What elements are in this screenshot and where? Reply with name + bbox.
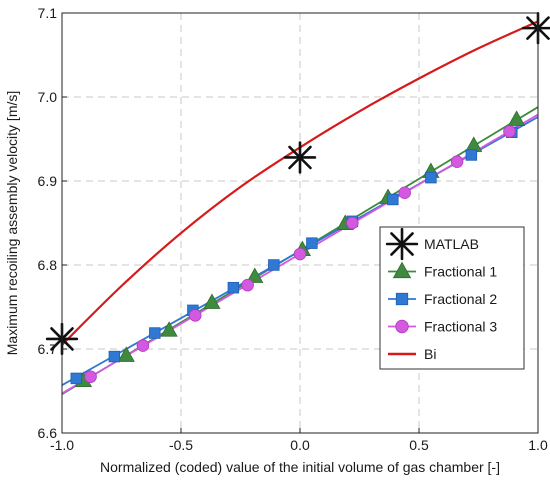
circle-marker xyxy=(346,216,359,230)
y-tick-label: 6.6 xyxy=(38,425,58,441)
circle-marker xyxy=(395,319,409,334)
circle-marker xyxy=(398,186,411,200)
data-point xyxy=(160,321,178,337)
triangle-marker xyxy=(507,110,526,126)
legend-label: Fractional 1 xyxy=(424,264,497,280)
circle-marker xyxy=(84,370,97,383)
data-point xyxy=(108,350,121,363)
square-marker xyxy=(227,281,240,294)
square-marker xyxy=(465,149,478,161)
data-point xyxy=(189,309,202,322)
square-marker xyxy=(306,237,318,249)
legend-entry-fractional-3: Fractional 3 xyxy=(388,319,497,335)
x-tick-label: -1.0 xyxy=(50,437,74,453)
triangle-marker xyxy=(160,321,178,337)
data-point xyxy=(70,372,83,385)
data-point xyxy=(283,141,317,174)
circle-marker xyxy=(450,155,464,168)
x-tick-label: -0.5 xyxy=(169,437,193,453)
square-marker xyxy=(395,292,409,306)
data-point xyxy=(241,278,254,292)
data-point xyxy=(136,339,150,352)
data-point xyxy=(306,237,318,249)
circle-marker xyxy=(241,278,254,292)
data-point xyxy=(203,293,221,309)
data-point xyxy=(117,346,135,362)
y-tick-label: 7.0 xyxy=(38,89,58,105)
data-point xyxy=(425,171,437,184)
x-tick-label: 1.0 xyxy=(528,437,548,453)
legend-label: Bi xyxy=(424,346,436,362)
data-point xyxy=(246,267,264,283)
triangle-marker xyxy=(203,293,221,309)
y-tick-label: 6.9 xyxy=(38,173,58,189)
circle-marker xyxy=(503,125,516,138)
legend-label: Fractional 3 xyxy=(424,319,497,335)
triangle-marker xyxy=(246,267,264,283)
data-point xyxy=(450,155,464,168)
data-point xyxy=(346,216,359,230)
square-marker xyxy=(268,259,280,271)
legend-entry-bi: Bi xyxy=(388,346,436,362)
square-marker xyxy=(149,327,161,339)
square-marker xyxy=(425,171,437,184)
data-point xyxy=(149,327,161,339)
y-tick-label: 7.1 xyxy=(38,5,58,21)
data-point xyxy=(465,149,478,161)
data-point xyxy=(387,193,399,206)
data-point xyxy=(84,370,97,383)
square-marker xyxy=(387,193,399,206)
y-axis-label: Maximum recoiling assembly velocity [m/s… xyxy=(4,91,20,356)
x-tick-label: 0.0 xyxy=(290,437,310,453)
circle-marker xyxy=(189,309,202,322)
series-fractional-3-markers xyxy=(84,125,516,383)
asterisk-marker-stroke xyxy=(288,145,312,170)
circle-marker xyxy=(293,247,307,261)
axes: -1.0 -0.5 0.0 0.5 1.0 6.6 6.7 6.8 6.9 7.0 7.1 xyxy=(38,5,548,453)
data-point xyxy=(293,247,307,261)
triangle-marker xyxy=(392,261,412,279)
data-point xyxy=(503,125,516,138)
legend-label: MATLAB xyxy=(424,236,479,252)
data-point xyxy=(268,259,280,271)
y-tick-label: 6.7 xyxy=(38,341,58,357)
legend-entry-fractional-1: Fractional 1 xyxy=(388,261,497,280)
legend: MATLAB Fractional 1 Fractional 2 Fractional… xyxy=(379,226,525,370)
x-axis-label: Normalized (coded) value of the initial … xyxy=(100,459,500,475)
legend-entry-matlab: MATLAB xyxy=(385,227,479,261)
triangle-marker xyxy=(117,346,135,362)
data-point xyxy=(227,281,240,294)
legend-entry-fractional-2: Fractional 2 xyxy=(388,291,497,307)
asterisk-marker-stroke xyxy=(390,232,414,256)
circle-marker xyxy=(136,339,150,352)
x-tick-label: 0.5 xyxy=(409,437,429,453)
data-point xyxy=(507,110,526,126)
y-tick-label: 6.8 xyxy=(38,257,58,273)
data-point xyxy=(398,186,411,200)
legend-label: Fractional 2 xyxy=(424,291,497,307)
square-marker xyxy=(108,350,121,363)
square-marker xyxy=(70,372,83,385)
